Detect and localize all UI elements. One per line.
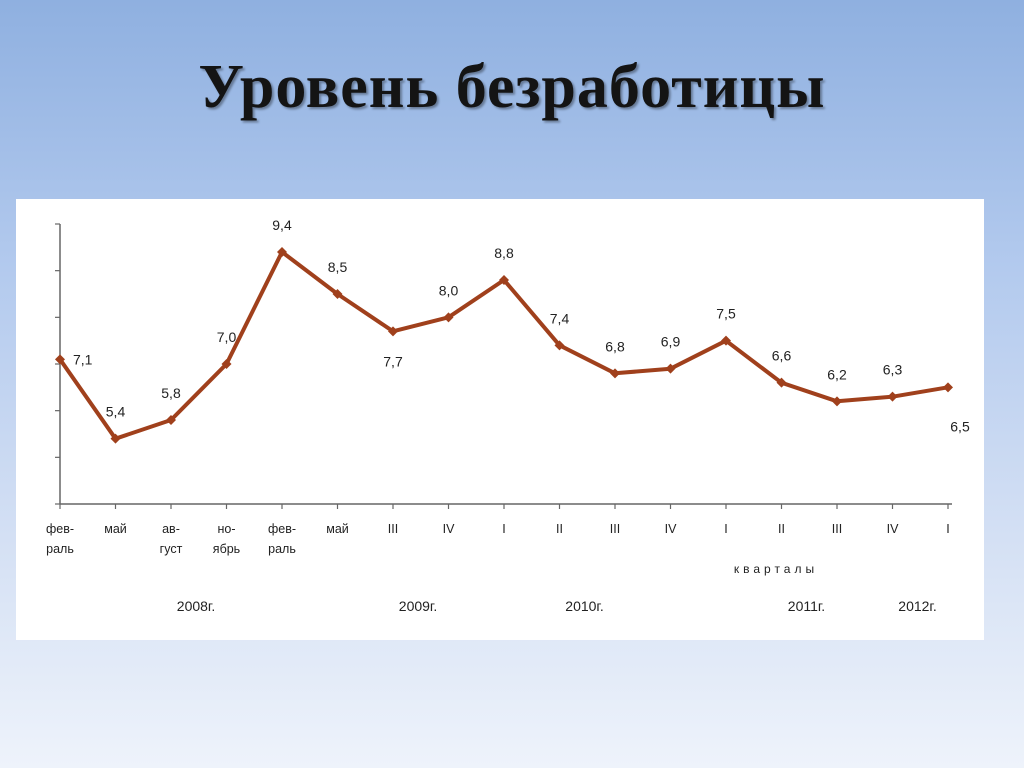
x-tick-label: I bbox=[502, 522, 505, 536]
x-tick-label: раль bbox=[268, 542, 296, 556]
data-point bbox=[110, 433, 121, 444]
unemployment-line-chart: 7,1 фев-раль 5,4 май 5,8 ав-густ 7,0 но-ябрь 9,4… bbox=[46, 217, 970, 614]
x-tick-label: фев- bbox=[268, 522, 296, 536]
data-point bbox=[832, 396, 842, 407]
x-axis-note: кварталы bbox=[734, 562, 818, 576]
data-point bbox=[221, 359, 232, 369]
data-point bbox=[499, 275, 509, 285]
x-tick-label: IV bbox=[665, 522, 677, 536]
x-tick-label: IV bbox=[887, 522, 899, 536]
data-label: 8,0 bbox=[439, 282, 459, 298]
x-tick-label: III bbox=[610, 522, 620, 536]
x-tick-label: ав- bbox=[162, 522, 180, 536]
x-tick-label: но- bbox=[217, 522, 235, 536]
data-label: 6,9 bbox=[661, 334, 681, 350]
x-tick-label: ябрь bbox=[213, 542, 240, 556]
data-point bbox=[943, 382, 953, 393]
year-label: 2009г. bbox=[399, 598, 437, 614]
slide-title: Уровень безработицы bbox=[198, 53, 826, 121]
data-label: 8,8 bbox=[494, 245, 514, 261]
data-label: 7,4 bbox=[550, 310, 570, 326]
x-tick-label: раль bbox=[46, 542, 74, 556]
x-tick-label: II bbox=[778, 522, 785, 536]
data-label: 6,6 bbox=[772, 348, 792, 364]
x-tick-label: фев- bbox=[46, 522, 74, 536]
data-label: 6,8 bbox=[605, 338, 625, 354]
data-label: 7,5 bbox=[716, 306, 736, 322]
x-tick-label: май bbox=[104, 522, 127, 536]
data-label: 5,8 bbox=[161, 385, 181, 401]
data-label: 6,3 bbox=[883, 362, 903, 378]
x-tick-label: густ bbox=[160, 542, 183, 556]
data-point bbox=[388, 326, 398, 337]
data-label: 7,7 bbox=[383, 353, 403, 369]
year-label: 2010г. bbox=[565, 598, 603, 614]
x-tick-label: III bbox=[832, 522, 842, 536]
data-point bbox=[443, 312, 454, 323]
x-tick-label: II bbox=[556, 522, 563, 536]
x-tick-label: III bbox=[388, 522, 398, 536]
data-label: 7,1 bbox=[73, 351, 93, 367]
data-label: 9,4 bbox=[272, 217, 292, 233]
data-point bbox=[721, 335, 731, 346]
data-point bbox=[332, 289, 343, 299]
data-point bbox=[776, 377, 787, 388]
year-label: 2012г. bbox=[898, 598, 936, 614]
data-point bbox=[554, 340, 565, 351]
data-label: 8,5 bbox=[328, 259, 348, 275]
year-label: 2011г. bbox=[788, 598, 825, 614]
chart-panel: 7,1 фев-раль 5,4 май 5,8 ав-густ 7,0 но-ябрь 9,4… bbox=[16, 199, 984, 640]
year-label: 2008г. bbox=[177, 598, 215, 614]
data-point bbox=[166, 415, 176, 425]
data-label: 6,2 bbox=[827, 366, 847, 382]
data-point bbox=[277, 247, 287, 257]
x-tick-label: май bbox=[326, 522, 349, 536]
data-point bbox=[610, 368, 620, 379]
data-point bbox=[887, 391, 898, 402]
x-tick-label: I bbox=[724, 522, 727, 536]
data-label: 5,4 bbox=[106, 404, 126, 420]
data-point bbox=[665, 363, 676, 374]
x-tick-label: IV bbox=[443, 522, 455, 536]
data-point bbox=[55, 354, 65, 365]
x-tick-label: I bbox=[946, 522, 949, 536]
data-label: 7,0 bbox=[217, 329, 237, 345]
data-label: 6,5 bbox=[950, 418, 970, 434]
